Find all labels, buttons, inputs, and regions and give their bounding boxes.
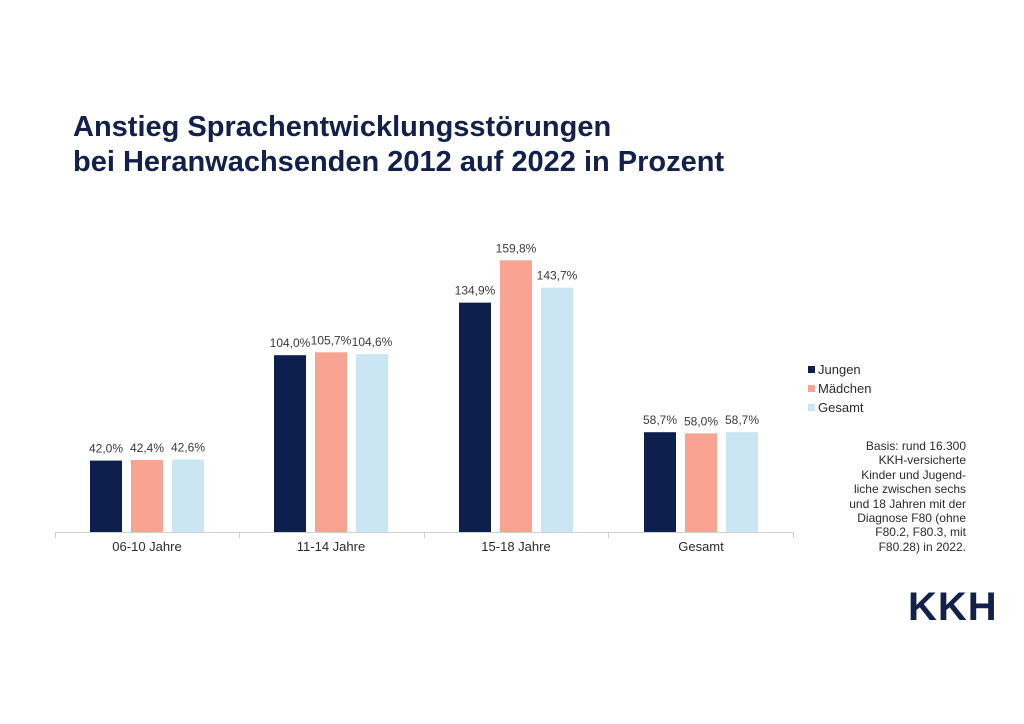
data-label: 42,0% — [89, 442, 123, 456]
legend-label-gesamt: Gesamt — [818, 400, 864, 415]
category-label: 15-18 Jahre — [481, 539, 550, 554]
bar-maedchen — [131, 459, 163, 532]
kkh-logo: KKH — [908, 585, 998, 629]
source-note-line: Basis: rund 16.300 — [865, 439, 966, 453]
source-note: Basis: rund 16.300 KKH-versicherte Kinde… — [800, 439, 966, 554]
legend-item-jungen: Jungen — [808, 360, 871, 379]
source-note-line: liche zwischen sechs — [853, 482, 966, 497]
bar-jungen — [90, 460, 122, 532]
data-label: 104,0% — [270, 336, 311, 350]
source-note-line: Kinder und Jugend- — [861, 467, 966, 482]
data-label: 58,7% — [643, 413, 677, 427]
legend-swatch-jungen — [808, 366, 815, 373]
source-note-line: Diagnose F80 (ohne — [857, 511, 966, 526]
bar-jungen — [459, 302, 491, 532]
bar-maedchen — [685, 433, 717, 532]
bar-maedchen — [500, 260, 532, 532]
category-label: 06-10 Jahre — [112, 539, 181, 554]
chart-title: Anstieg Sprachentwicklungsstörungen bei … — [73, 110, 724, 180]
bar-maedchen — [315, 352, 347, 532]
category-label: Gesamt — [678, 539, 724, 554]
legend-label-jungen: Jungen — [818, 362, 861, 377]
category-label: 11-14 Jahre — [297, 539, 365, 554]
chart-title-line-2: bei Heranwachsenden 2012 auf 2022 in Pro… — [73, 146, 725, 178]
data-label: 143,7% — [537, 269, 578, 283]
source-note-line: KKH-versicherte — [878, 453, 966, 468]
source-note-line: F80.28) in 2022. — [878, 539, 966, 554]
bar-gesamt — [356, 354, 388, 532]
legend-swatch-gesamt — [808, 404, 815, 411]
data-label: 58,7% — [725, 413, 759, 427]
bar-jungen — [644, 432, 676, 532]
data-label: 134,9% — [455, 284, 496, 298]
data-label: 104,6% — [352, 335, 393, 349]
bar-jungen — [274, 355, 306, 532]
bar-gesamt — [172, 459, 204, 532]
legend-label-maedchen: Mädchen — [818, 381, 872, 396]
legend: Jungen Mädchen Gesamt — [808, 360, 871, 417]
data-label: 42,6% — [171, 441, 205, 455]
legend-item-gesamt: Gesamt — [808, 398, 871, 417]
source-note-line: und 18 Jahren mit der — [849, 496, 966, 511]
legend-swatch-maedchen — [808, 385, 815, 392]
bar-gesamt — [726, 432, 758, 532]
data-label: 105,7% — [311, 333, 352, 347]
source-note-line: F80.2, F80.3, mit — [875, 525, 966, 540]
bar-gesamt — [541, 287, 573, 532]
data-label: 159,8% — [496, 241, 537, 255]
data-label: 42,4% — [130, 441, 164, 455]
chart-title-line-1: Anstieg Sprachentwicklungsstörungen — [73, 111, 612, 143]
data-label: 58,0% — [684, 414, 718, 428]
legend-item-maedchen: Mädchen — [808, 379, 871, 398]
